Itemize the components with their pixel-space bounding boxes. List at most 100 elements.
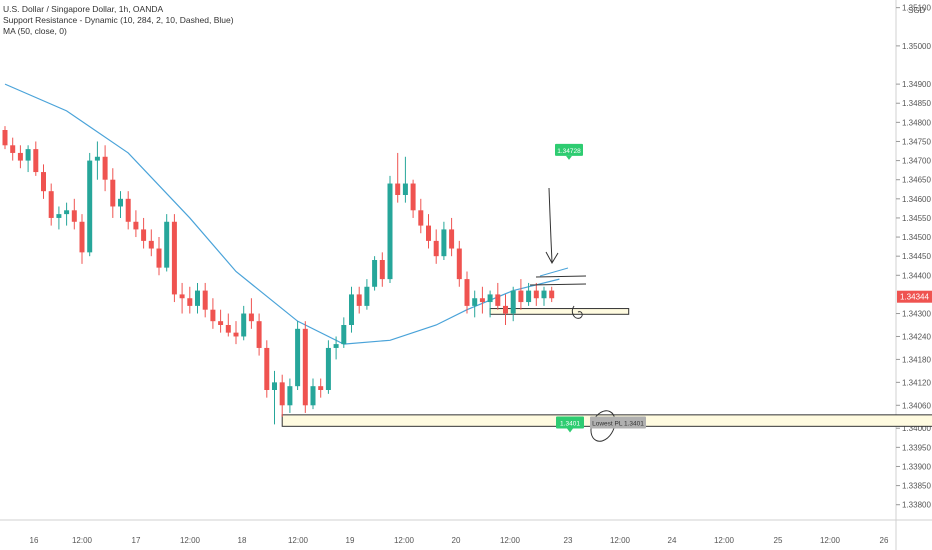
price-tick-label: 1.34850 xyxy=(902,99,931,108)
candle-body xyxy=(472,298,478,306)
price-label-box[interactable] xyxy=(555,143,583,156)
price-tick-label: 1.34600 xyxy=(902,195,931,204)
price-label-pointer xyxy=(567,428,573,433)
price-label-text: 1.34728 xyxy=(557,148,581,155)
price-tick-label: 1.34550 xyxy=(902,214,931,223)
candle-body xyxy=(541,290,547,299)
price-tick-label: 1.34900 xyxy=(902,80,931,89)
candle-body xyxy=(71,210,77,222)
candle-body xyxy=(156,248,162,268)
time-tick-label: 16 xyxy=(30,536,39,545)
candle-body xyxy=(17,152,23,161)
price-tick-label: 1.34450 xyxy=(902,252,931,261)
price-label-box[interactable] xyxy=(590,416,646,429)
candle-body xyxy=(310,386,316,406)
time-tick-label: 12:00 xyxy=(72,536,93,545)
candle-body xyxy=(487,294,493,303)
candle-body xyxy=(349,294,354,325)
candle-body xyxy=(456,248,462,280)
candle-body xyxy=(441,229,447,257)
candle-body xyxy=(33,149,39,173)
candle-body xyxy=(518,290,524,303)
price-tick-label: 1.34500 xyxy=(902,233,931,242)
candle-body xyxy=(356,294,362,306)
candle-body xyxy=(241,313,247,337)
candle-body xyxy=(148,240,154,249)
price-label-text: Lowest PL 1.3401 xyxy=(592,421,644,428)
candle-body xyxy=(187,298,193,306)
candle-body xyxy=(225,325,231,333)
time-tick-label: 12:00 xyxy=(288,536,309,545)
annotation-arrow-shaft xyxy=(548,187,553,263)
candle-body xyxy=(210,309,216,322)
price-tick-label: 1.33850 xyxy=(902,482,931,491)
time-tick-label: 23 xyxy=(564,536,573,545)
time-tick-label: 24 xyxy=(668,536,677,545)
candle-body xyxy=(402,183,408,195)
candle-body xyxy=(279,382,285,406)
candle-body xyxy=(495,294,501,306)
annotation-scribble-upper xyxy=(571,305,583,319)
candle-body xyxy=(426,225,431,241)
price-tick-label: 1.33800 xyxy=(902,501,931,510)
candle-body xyxy=(141,229,147,241)
price-tick-label: 1.34060 xyxy=(902,401,931,410)
price-tick-label: 1.34750 xyxy=(902,137,931,146)
candle-body xyxy=(395,183,401,195)
candle-body xyxy=(464,279,470,306)
price-tick-label: 1.34180 xyxy=(902,355,931,364)
price-tick-label: 1.34000 xyxy=(902,424,931,433)
candle-body xyxy=(202,290,208,310)
candle-body xyxy=(195,290,200,306)
price-tick-label: 1.34650 xyxy=(902,176,931,185)
time-tick-label: 12:00 xyxy=(610,536,631,545)
candle-body xyxy=(179,294,185,299)
candle-body xyxy=(248,313,254,322)
price-label-text: 1.3401 xyxy=(560,421,580,428)
candle-body xyxy=(102,156,108,180)
time-tick-label: 18 xyxy=(238,536,247,545)
candle-body xyxy=(526,290,532,303)
price-tick-label: 1.34700 xyxy=(902,157,931,166)
candle-body xyxy=(171,221,177,295)
indicator-moving-average[interactable]: MA (50, close, 0) xyxy=(3,26,67,36)
price-label-pointer xyxy=(566,155,572,160)
time-tick-label: 12:00 xyxy=(714,536,735,545)
candle-body xyxy=(94,156,100,161)
candle-body xyxy=(87,160,93,253)
candle-body xyxy=(549,290,555,299)
candle-body xyxy=(325,347,331,390)
candle-body xyxy=(25,149,31,161)
time-tick-label: 12:00 xyxy=(180,536,201,545)
candle-body xyxy=(433,240,439,257)
candle-body xyxy=(287,386,293,406)
candle-body xyxy=(10,145,16,153)
candle-body xyxy=(533,290,539,299)
indicator-support-resistance[interactable]: Support Resistance - Dynamic (10, 284, 2… xyxy=(3,15,234,25)
time-tick-label: 12:00 xyxy=(394,536,415,545)
time-tick-label: 26 xyxy=(880,536,889,545)
symbol-title: U.S. Dollar / Singapore Dollar, 1h, OAND… xyxy=(3,4,164,14)
time-tick-label: 19 xyxy=(346,536,355,545)
candle-body xyxy=(256,321,262,348)
last-price-label: 1.34344 xyxy=(900,293,929,302)
candle-body xyxy=(118,198,123,207)
candle-body xyxy=(79,221,85,253)
candle-body xyxy=(164,221,170,268)
candle-body xyxy=(48,191,54,218)
candle-body xyxy=(418,210,424,226)
candle-body xyxy=(56,214,62,218)
candle-body xyxy=(41,172,46,192)
candle-body xyxy=(110,179,116,207)
price-tick-label: 1.34400 xyxy=(902,271,931,280)
price-label-box[interactable] xyxy=(556,416,584,429)
time-tick-label: 17 xyxy=(132,536,141,545)
price-tick-label: 1.34800 xyxy=(902,118,931,127)
candle-body xyxy=(449,229,455,249)
chart-legend: U.S. Dollar / Singapore Dollar, 1h, OAND… xyxy=(3,4,234,37)
candle-body xyxy=(125,198,131,222)
candle-body xyxy=(372,260,378,287)
